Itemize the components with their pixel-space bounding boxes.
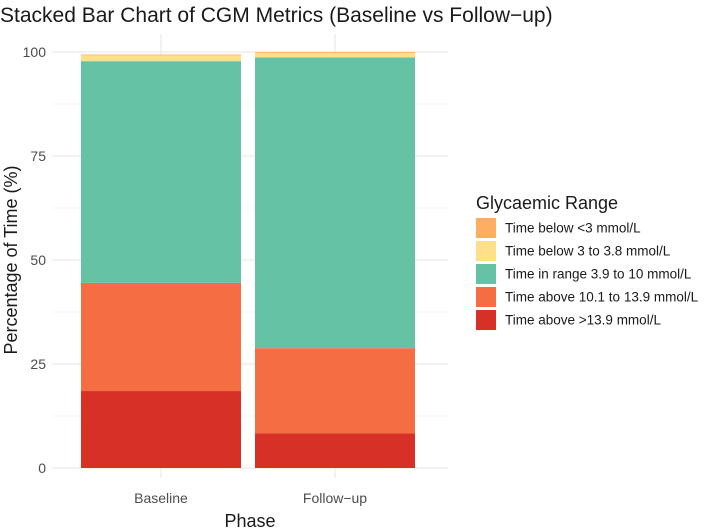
legend-label: Time below 3 to 3.8 mmol/L bbox=[505, 244, 671, 259]
legend: Glycaemic Range Time below <3 mmol/L Time… bbox=[476, 193, 699, 330]
legend-label: Time above 10.1 to 13.9 mmol/L bbox=[505, 290, 699, 305]
bar-segment-baseline-time-in-range-3-9-to-10-mmol-l bbox=[81, 61, 241, 283]
bar-segment-follow-up-time-in-range-3-9-to-10-mmol-l bbox=[255, 57, 415, 349]
bar-segment-follow-up-time-below-3-mmol-l bbox=[255, 52, 415, 53]
x-tick-labels: Baseline Follow−up bbox=[134, 490, 367, 506]
bar-segment-follow-up-time-above-13-9-mmol-l bbox=[255, 433, 415, 468]
legend-title: Glycaemic Range bbox=[476, 193, 618, 213]
legend-label: Time above >13.9 mmol/L bbox=[505, 313, 661, 328]
legend-key bbox=[476, 264, 496, 284]
x-axis-title: Phase bbox=[224, 511, 275, 531]
y-tick-label: 25 bbox=[30, 356, 46, 372]
y-tick-label: 75 bbox=[30, 148, 46, 164]
chart-title: Stacked Bar Chart of CGM Metrics (Baseli… bbox=[0, 4, 553, 27]
bar-segment-baseline-time-above-13-9-mmol-l bbox=[81, 391, 241, 468]
bar-segment-baseline-time-below-3-to-3-8-mmol-l bbox=[81, 55, 241, 62]
bar-segment-baseline-time-below-3-mmol-l bbox=[81, 54, 241, 56]
y-tick-label: 100 bbox=[23, 44, 47, 60]
bar-segment-follow-up-time-above-10-1-to-13-9-mmol-l bbox=[255, 348, 415, 434]
legend-key bbox=[476, 241, 496, 261]
x-tick-label: Baseline bbox=[134, 490, 188, 506]
legend-key bbox=[476, 310, 496, 330]
bar-segment-follow-up-time-below-3-to-3-8-mmol-l bbox=[255, 52, 415, 58]
bar-segment-baseline-time-above-10-1-to-13-9-mmol-l bbox=[81, 282, 241, 392]
legend-label: Time below <3 mmol/L bbox=[505, 221, 641, 236]
bars bbox=[81, 52, 415, 468]
legend-key bbox=[476, 218, 496, 238]
legend-label: Time in range 3.9 to 10 mmol/L bbox=[505, 267, 692, 282]
legend-key bbox=[476, 287, 496, 307]
y-tick-labels: 0 25 50 75 100 bbox=[23, 44, 47, 476]
x-tick-label: Follow−up bbox=[303, 490, 367, 506]
y-tick-label: 0 bbox=[38, 460, 46, 476]
y-tick-label: 50 bbox=[30, 252, 46, 268]
y-axis-title: Percentage of Time (%) bbox=[1, 165, 21, 354]
